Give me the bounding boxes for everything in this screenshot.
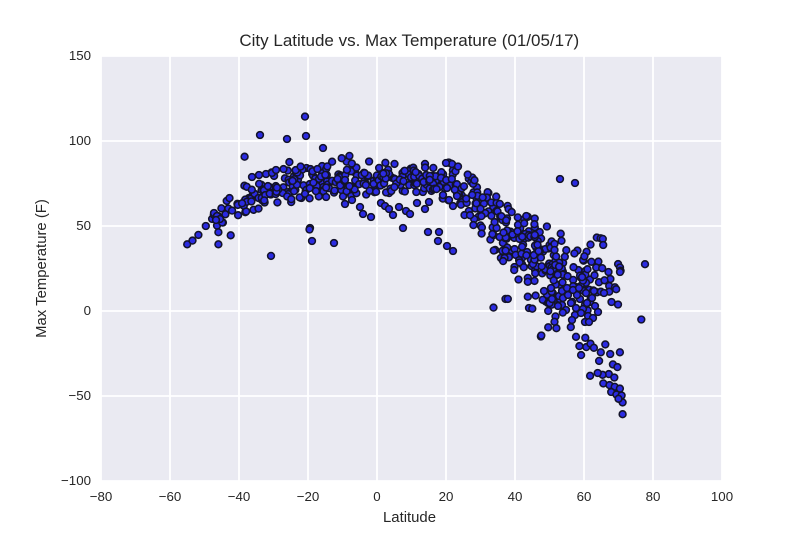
- svg-text:100: 100: [69, 133, 91, 148]
- svg-text:60: 60: [577, 489, 592, 504]
- svg-text:80: 80: [646, 489, 661, 504]
- svg-text:−80: −80: [90, 489, 113, 504]
- svg-text:−60: −60: [159, 489, 182, 504]
- svg-text:−20: −20: [297, 489, 320, 504]
- svg-text:−50: −50: [68, 388, 91, 403]
- svg-text:−100: −100: [61, 473, 91, 488]
- svg-text:City Latitude vs. Max Temperat: City Latitude vs. Max Temperature (01/05…: [239, 31, 579, 50]
- svg-text:0: 0: [84, 303, 91, 318]
- svg-text:40: 40: [508, 489, 523, 504]
- svg-text:20: 20: [439, 489, 454, 504]
- svg-text:150: 150: [69, 48, 91, 63]
- svg-text:−40: −40: [228, 489, 251, 504]
- svg-text:0: 0: [373, 489, 380, 504]
- svg-text:Max Temperature (F): Max Temperature (F): [34, 199, 50, 338]
- svg-text:Latitude: Latitude: [383, 510, 436, 526]
- svg-text:50: 50: [76, 218, 91, 233]
- svg-text:100: 100: [711, 489, 733, 504]
